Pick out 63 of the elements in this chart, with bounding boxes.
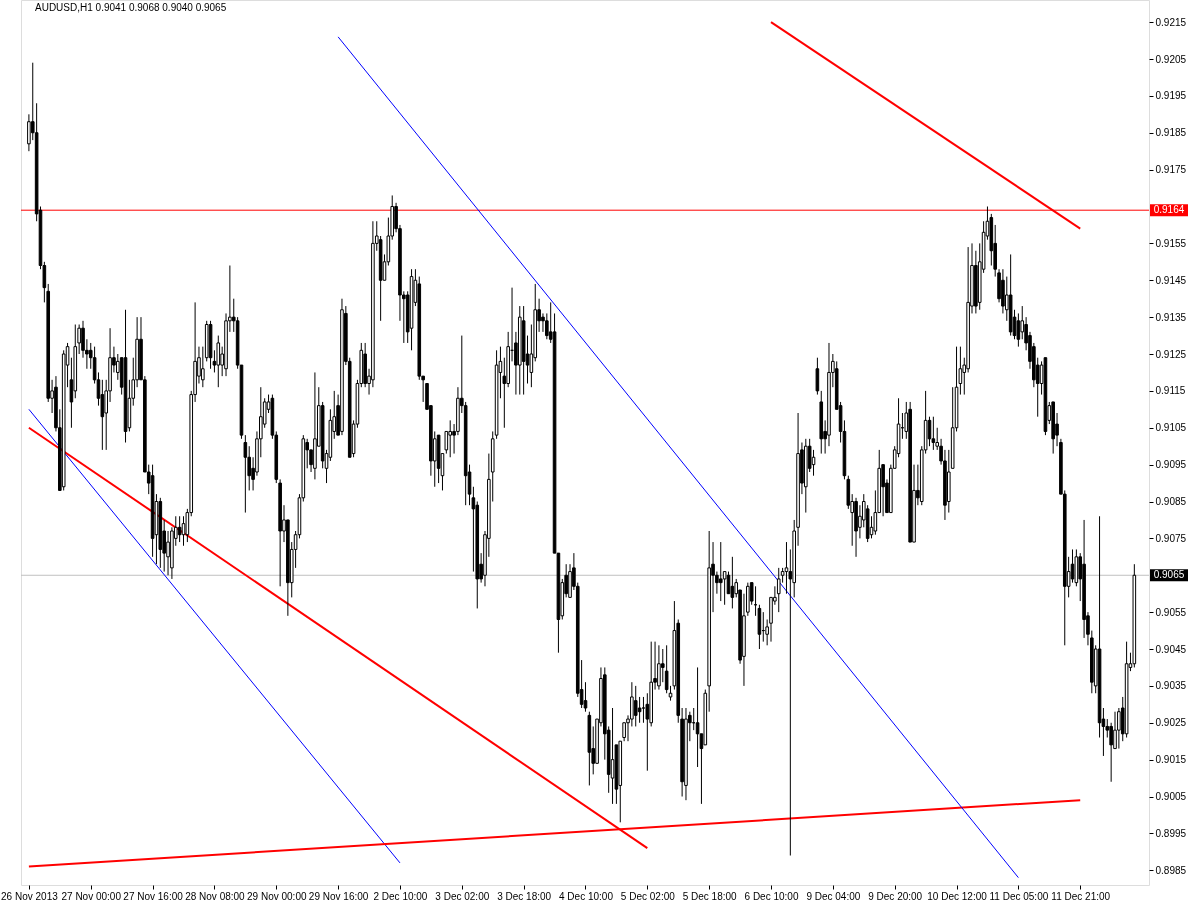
y-tick-label: 0.9145 [1155, 274, 1187, 286]
y-tick-label: 0.8995 [1155, 827, 1187, 839]
candlestick [695, 666, 700, 768]
x-tick-label: 29 Nov 16:00 [308, 890, 369, 902]
y-tick-label: 0.9185 [1155, 127, 1187, 139]
candlestick [633, 685, 638, 727]
y-tick-label: 0.9005 [1155, 791, 1187, 802]
y-tick-label: 0.9175 [1155, 164, 1187, 176]
x-tick-label: 3 Dec 02:00 [435, 890, 490, 902]
chart-title: AUDUSD,H1 0.9041 0.9068 0.9040 0.9065 [35, 2, 227, 13]
y-tick-label: 0.9045 [1155, 643, 1187, 655]
x-tick-label: 9 Dec 20:00 [868, 890, 923, 902]
y-tick-label: 0.9135 [1155, 311, 1187, 323]
x-tick-label: 2 Dec 10:00 [373, 890, 428, 902]
candlestick [815, 357, 820, 396]
y-tick-label: 0.9035 [1155, 680, 1187, 692]
x-tick-label: 26 Nov 2013 [1, 890, 59, 902]
x-tick-label: 29 Nov 00:00 [247, 890, 307, 902]
candlestick [243, 434, 248, 514]
candlestick [177, 515, 182, 543]
x-tick-label: 27 Nov 00:00 [61, 890, 122, 902]
y-tick-label: 0.9115 [1155, 385, 1186, 397]
x-tick-label: 10 Dec 12:00 [927, 890, 988, 902]
candlestick [730, 556, 735, 609]
x-tick-label: 3 Dec 18:00 [497, 890, 552, 902]
x-tick-label: 27 Nov 16:00 [123, 890, 184, 902]
y-tick-label: 0.9215 [1155, 16, 1187, 28]
candlestick [1117, 707, 1121, 750]
y-tick-label: 0.9125 [1155, 348, 1187, 360]
y-tick-label: 0.9205 [1155, 53, 1187, 65]
x-tick-label: 5 Dec 02:00 [620, 890, 676, 902]
x-tick-label: 11 Dec 21:00 [1051, 890, 1111, 902]
candlestick [201, 346, 205, 388]
x-tick-label: 5 Dec 18:00 [682, 890, 738, 902]
ref-line-label: 0.9164 [1153, 204, 1185, 216]
candlestick [448, 419, 452, 458]
x-tick-label: 11 Dec 05:00 [989, 890, 1049, 902]
candlestick [637, 696, 642, 724]
y-tick-label: 0.9085 [1155, 496, 1187, 507]
candlestick [657, 644, 661, 691]
candlestick [722, 571, 727, 606]
candlestick [1016, 312, 1021, 348]
candlestick [216, 335, 221, 388]
y-tick-label: 0.9155 [1155, 237, 1187, 249]
x-tick-label: 9 Dec 04:00 [806, 890, 861, 902]
y-tick-label: 0.9195 [1155, 90, 1187, 102]
x-tick-label: 28 Nov 08:00 [185, 890, 246, 902]
x-tick-label: 4 Dec 10:00 [559, 890, 614, 902]
y-tick-label: 0.8985 [1155, 864, 1187, 876]
y-tick-label: 0.9055 [1155, 606, 1187, 618]
x-tick-label: 6 Dec 10:00 [744, 890, 799, 902]
candlestick [931, 416, 936, 451]
candlestick [718, 541, 723, 602]
y-tick-label: 0.9015 [1155, 754, 1187, 766]
candlestick [583, 681, 588, 713]
candlestick [776, 567, 781, 613]
y-tick-label: 0.9095 [1155, 459, 1187, 471]
y-tick-label: 0.9105 [1155, 422, 1187, 434]
y-tick-label: 0.9025 [1155, 717, 1187, 729]
candlestick [444, 430, 449, 455]
ref-line-label: 0.9065 [1153, 569, 1185, 581]
candlestick [641, 696, 646, 724]
y-tick-label: 0.9075 [1155, 532, 1187, 544]
